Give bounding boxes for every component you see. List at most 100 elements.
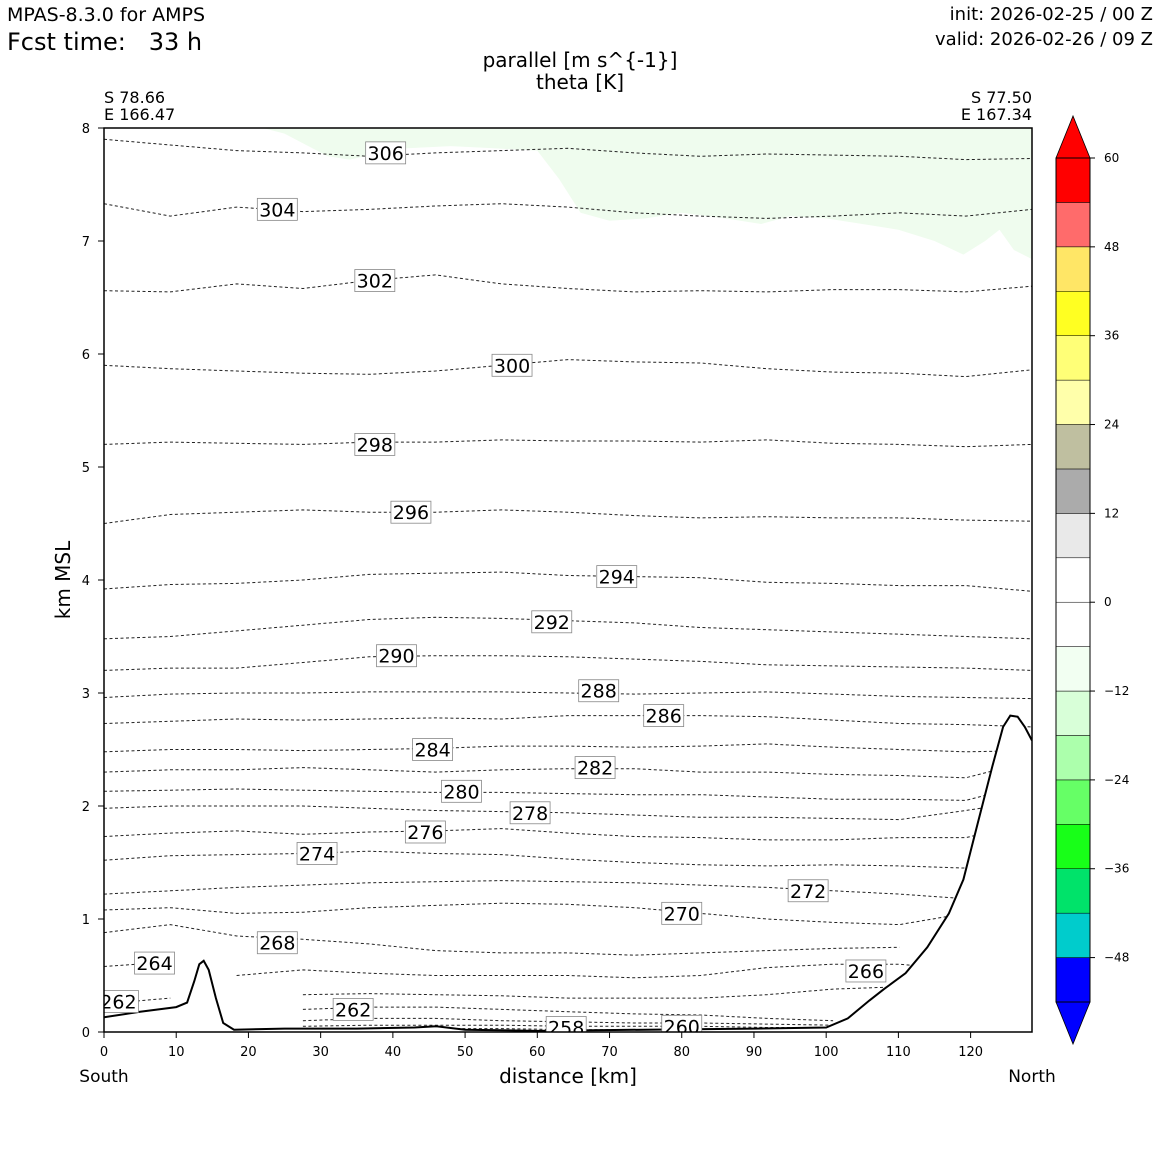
chart-title-line1: parallel [m s^{-1}] xyxy=(483,48,678,72)
isentrope-272-label-box xyxy=(787,879,829,903)
isentrope-266-label: 266 xyxy=(848,961,884,983)
isentrope-302-label: 302 xyxy=(357,271,393,293)
colorbar-segment-9 xyxy=(1055,557,1091,603)
isentrope-296-line xyxy=(104,509,1032,524)
x-tick-label-60: 60 xyxy=(529,1045,546,1060)
isentrope-262-label: 262 xyxy=(100,991,136,1013)
isentrope-298-label-box xyxy=(354,432,396,456)
isentrope-260-label-box xyxy=(661,1014,703,1032)
isentrope-262-label-box xyxy=(104,990,139,1013)
isentrope-276-label-box xyxy=(404,820,446,844)
y-tick-label-3: 3 xyxy=(82,687,90,702)
colorbar-segment-8 xyxy=(1055,601,1091,647)
y-tick-label-7: 7 xyxy=(82,235,90,250)
isentrope-302-line xyxy=(104,274,1032,293)
colorbar-segment-12 xyxy=(1055,424,1091,470)
isentrope-280-label-box xyxy=(441,779,482,803)
x-tick-label-40: 40 xyxy=(385,1045,402,1060)
isentrope-284-label-box xyxy=(412,738,453,761)
isentrope-302-label-box xyxy=(354,269,396,292)
left-end-lon: E 166.47 xyxy=(104,105,175,124)
isentrope-264-label-box xyxy=(134,951,175,975)
isentrope-286-line xyxy=(104,715,1032,728)
colorbar-segment-15 xyxy=(1055,291,1091,336)
x-tick-label-90: 90 xyxy=(746,1045,763,1060)
colorbar-tick-label-9: −48 xyxy=(1104,951,1129,965)
isentrope-298-line xyxy=(104,439,1032,448)
isentrope-284-line xyxy=(104,743,1032,753)
isentrope-262-label: 262 xyxy=(335,999,371,1021)
colorbar-segment-3 xyxy=(1055,824,1091,869)
forecast-time-value: 33 h xyxy=(148,28,203,56)
colorbar-segment-4 xyxy=(1055,779,1091,825)
y-axis-label: km MSL xyxy=(51,540,75,619)
y-tick-label-0: 0 xyxy=(82,1026,90,1041)
x-tick-label-70: 70 xyxy=(601,1045,618,1060)
x-tick-label-30: 30 xyxy=(312,1045,329,1060)
x-tick-label-120: 120 xyxy=(958,1045,983,1060)
colorbar-tick-label-3: 24 xyxy=(1104,418,1119,432)
isentrope-274-label: 274 xyxy=(299,843,335,865)
isentrope-262-label-box xyxy=(332,998,374,1021)
isentrope-270-line xyxy=(104,902,966,926)
colorbar-under-arrow xyxy=(1055,1001,1091,1046)
isentrope-266-line xyxy=(236,963,966,979)
right-end-lat: S 77.50 xyxy=(971,88,1032,107)
isentrope-270-label-box xyxy=(661,901,703,925)
isentrope-298-label: 298 xyxy=(357,434,393,456)
isentrope-274-line xyxy=(104,850,1032,869)
y-tick-label-1: 1 xyxy=(82,913,90,928)
y-tick-label-2: 2 xyxy=(82,800,90,815)
isentrope-290-line xyxy=(104,655,1032,671)
colorbar-segment-10 xyxy=(1055,513,1091,559)
isentrope-278-line xyxy=(104,799,1032,821)
isentrope-282-label: 282 xyxy=(577,758,613,780)
isentrope-294-label: 294 xyxy=(599,567,635,589)
isentrope-258-label-box xyxy=(545,1016,587,1032)
north-label: North xyxy=(1008,1067,1056,1087)
y-tick-label-5: 5 xyxy=(82,461,90,476)
isentrope-300-label: 300 xyxy=(494,355,530,377)
colorbar-segment-5 xyxy=(1055,735,1091,781)
forecast-time: Fcst time: 33 h xyxy=(7,28,202,56)
colorbar-tick-label-6: −12 xyxy=(1104,684,1129,698)
colorbar-tick-label-8: −36 xyxy=(1104,862,1129,876)
x-tick-label-10: 10 xyxy=(168,1045,185,1060)
isentrope-288-line xyxy=(104,691,1032,700)
terrain-line xyxy=(104,714,1032,1032)
isentrope-278-label-box xyxy=(509,801,551,825)
isentrope-294-line xyxy=(104,571,1032,592)
colorbar-tick-label-0: 60 xyxy=(1104,151,1119,165)
isentrope-286-label-box xyxy=(643,704,685,727)
isentrope-280-line xyxy=(104,782,1032,801)
colorbar-tick-label-5: 0 xyxy=(1104,595,1112,609)
chart-title-line2: theta [K] xyxy=(536,70,624,94)
isentrope-284-label: 284 xyxy=(414,740,450,762)
init-time: init: 2026-02-25 / 00 Z xyxy=(949,4,1153,25)
colorbar-segment-17 xyxy=(1055,202,1091,248)
colorbar-segment-18 xyxy=(1055,157,1091,203)
isentrope-304-label: 304 xyxy=(259,199,295,221)
x-tick-label-110: 110 xyxy=(886,1045,911,1060)
isentrope-274-label-box xyxy=(296,842,338,865)
colorbar-segment-2 xyxy=(1055,868,1091,914)
colorbar-segment-16 xyxy=(1055,246,1091,292)
x-tick-label-100: 100 xyxy=(814,1045,839,1060)
forecast-time-label: Fcst time: xyxy=(7,28,126,56)
south-label: South xyxy=(79,1067,128,1087)
isentrope-304-label-box xyxy=(256,197,298,221)
isentrope-300-line xyxy=(104,359,1032,378)
isentrope-292-label: 292 xyxy=(534,612,570,634)
y-tick-label-8: 8 xyxy=(82,122,90,137)
colorbar-segment-14 xyxy=(1055,335,1091,381)
isentrope-270-label: 270 xyxy=(664,903,700,925)
isentrope-264-label: 264 xyxy=(136,953,172,975)
colorbar-segment-6 xyxy=(1055,690,1091,736)
isentrope-286-label: 286 xyxy=(646,706,682,728)
colorbar-frame xyxy=(1055,157,1091,1003)
isentrope-306-label: 306 xyxy=(368,143,404,165)
isentrope-272-label: 272 xyxy=(790,881,826,903)
isentrope-290-label-box xyxy=(376,644,417,668)
y-tick-label-6: 6 xyxy=(82,348,90,363)
